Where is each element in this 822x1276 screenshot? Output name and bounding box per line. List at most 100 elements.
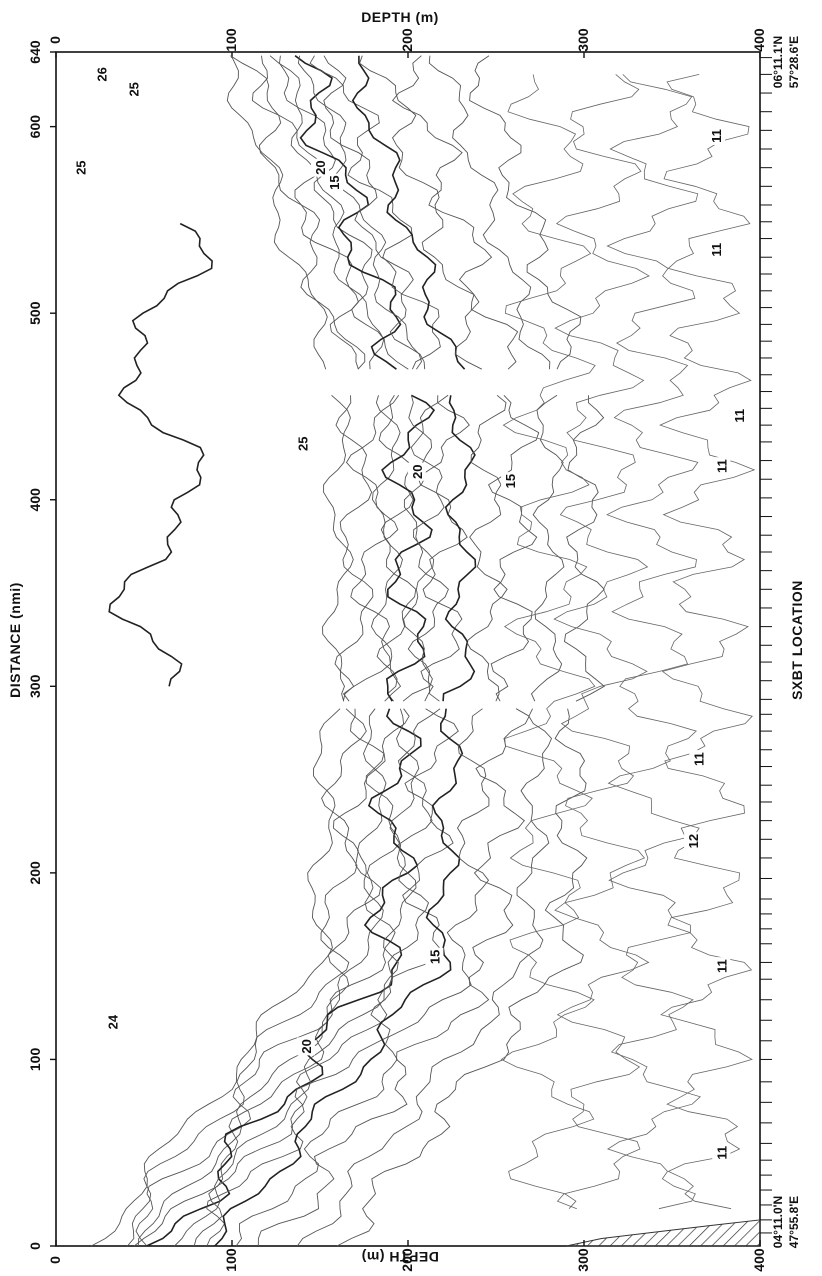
left-tick-label: 600 bbox=[27, 115, 43, 139]
isotherm-label: 20 bbox=[313, 160, 328, 174]
isotherm-label-bg bbox=[689, 750, 708, 769]
isotherm-line bbox=[133, 708, 410, 1247]
isotherm-line bbox=[257, 708, 530, 1247]
isotherm-line bbox=[407, 394, 449, 702]
top-tick-label: 200 bbox=[399, 28, 415, 52]
isotherm-line bbox=[442, 395, 477, 702]
isotherm-label-bg bbox=[407, 462, 426, 481]
isotherm-line bbox=[376, 395, 417, 702]
isotherm-line bbox=[174, 708, 420, 1247]
isotherm-line bbox=[90, 708, 341, 1247]
bottom-tick-label: 400 bbox=[751, 1248, 767, 1272]
isotherm-line bbox=[269, 55, 385, 370]
sxbt-location-label: SXBT LOCATION bbox=[789, 580, 805, 700]
isotherm-label: 15 bbox=[327, 175, 342, 189]
isotherm-line bbox=[251, 55, 359, 370]
isotherm-line bbox=[146, 708, 422, 1247]
isotherm-label-bg bbox=[712, 957, 731, 976]
top-tick-label: 0 bbox=[47, 36, 63, 44]
isotherm-label: 25 bbox=[74, 160, 89, 174]
isotherm-label: 11 bbox=[714, 459, 729, 473]
bottom-tick-label: 300 bbox=[575, 1248, 591, 1272]
isotherm-label: 24 bbox=[105, 1014, 120, 1029]
isotherm-label-bg bbox=[707, 126, 725, 145]
isotherm-label: 11 bbox=[732, 409, 747, 423]
top-tick-label: 300 bbox=[575, 28, 591, 52]
isotherm-line bbox=[135, 708, 386, 1247]
end-position-lat: 06°11.1'N bbox=[771, 36, 785, 88]
isotherm-label: 26 bbox=[95, 67, 110, 81]
isotherm-line bbox=[334, 395, 374, 702]
isotherm-label-bg bbox=[707, 240, 725, 259]
isotherm-label: 20 bbox=[299, 1039, 314, 1053]
isotherm-label: 15 bbox=[503, 474, 518, 488]
isotherm-line bbox=[342, 395, 400, 702]
left-tick-label: 500 bbox=[27, 301, 43, 325]
isotherm-line bbox=[297, 55, 422, 370]
isotherm-label-bg bbox=[92, 65, 111, 84]
isotherm-label-bg bbox=[425, 947, 444, 966]
isotherm-label-bg bbox=[684, 832, 703, 851]
bottom-tick-label: 100 bbox=[223, 1248, 239, 1272]
isotherm-label: 11 bbox=[691, 752, 706, 766]
isotherm-label: 11 bbox=[714, 1146, 729, 1160]
isotherm-line bbox=[351, 55, 466, 370]
isotherm-line bbox=[469, 55, 582, 370]
end-position-lon: 57°28.6'E bbox=[787, 36, 801, 88]
isotherm-line bbox=[564, 395, 606, 702]
start-position-lon: 47°55.8'E bbox=[787, 1196, 801, 1248]
isotherm-line bbox=[322, 394, 354, 702]
isotherm-line bbox=[235, 708, 490, 1247]
isotherm-line bbox=[294, 55, 402, 370]
isotherm-line bbox=[137, 708, 387, 1247]
isotherm-line bbox=[309, 55, 441, 370]
isotherm-line bbox=[230, 55, 366, 370]
top-axis-title: DEPTH (m) bbox=[361, 9, 439, 25]
bottom-tick-label: 200 bbox=[399, 1248, 415, 1272]
left-tick-label: 300 bbox=[27, 674, 43, 698]
left-tick-label: 100 bbox=[27, 1048, 43, 1072]
isotherm-line bbox=[402, 395, 435, 702]
isotherm-line bbox=[336, 708, 588, 1247]
isotherm-label-bg bbox=[311, 158, 329, 177]
left-axis-title: DISTANCE (nmi) bbox=[7, 582, 23, 698]
isotherm-line bbox=[214, 708, 464, 1247]
top-tick-label: 400 bbox=[751, 28, 767, 52]
deep-isotherm bbox=[553, 74, 650, 1210]
isotherm-label-bg bbox=[293, 434, 312, 453]
isotherm-line bbox=[370, 395, 403, 702]
left-tick-label: 640 bbox=[27, 40, 43, 64]
isotherm-line bbox=[206, 708, 459, 1247]
isotherm-line bbox=[391, 55, 519, 370]
isotherm-line bbox=[417, 395, 470, 702]
bottom-tick-label: 0 bbox=[47, 1256, 63, 1264]
isotherm-line bbox=[127, 708, 367, 1247]
isotherm-line bbox=[428, 55, 551, 370]
top-tick-label: 100 bbox=[223, 28, 239, 52]
start-position-lat: 04°11.0'N bbox=[771, 1196, 785, 1248]
bottom-hatch bbox=[566, 1219, 761, 1247]
isotherm-label: 11 bbox=[709, 129, 724, 143]
isotherm-label-bg bbox=[103, 1013, 122, 1032]
isotherm-label-bg bbox=[325, 173, 344, 192]
isotherm-line bbox=[226, 55, 328, 370]
isotherm-label: 11 bbox=[714, 959, 729, 973]
isotherm-label-bg bbox=[71, 158, 90, 177]
isotherm-line bbox=[296, 708, 553, 1247]
isotherm-label-bg bbox=[712, 457, 731, 476]
isotherm-line bbox=[323, 55, 426, 370]
isotherm-label: 25 bbox=[295, 437, 310, 451]
isotherm-label-bg bbox=[712, 1143, 731, 1162]
isotherm-label: 15 bbox=[427, 950, 442, 964]
left-tick-label: 400 bbox=[27, 488, 43, 512]
isotherm-label-bg bbox=[501, 472, 520, 491]
isotherm-25 bbox=[108, 222, 213, 687]
isotherm-line bbox=[381, 394, 436, 702]
isotherm-line bbox=[193, 708, 441, 1247]
isotherm-label-bg bbox=[124, 80, 143, 99]
isotherm-label-bg bbox=[296, 1037, 315, 1056]
isotherm-line bbox=[465, 394, 508, 702]
isotherm-line bbox=[530, 394, 565, 702]
deep-isotherm bbox=[500, 74, 596, 1209]
